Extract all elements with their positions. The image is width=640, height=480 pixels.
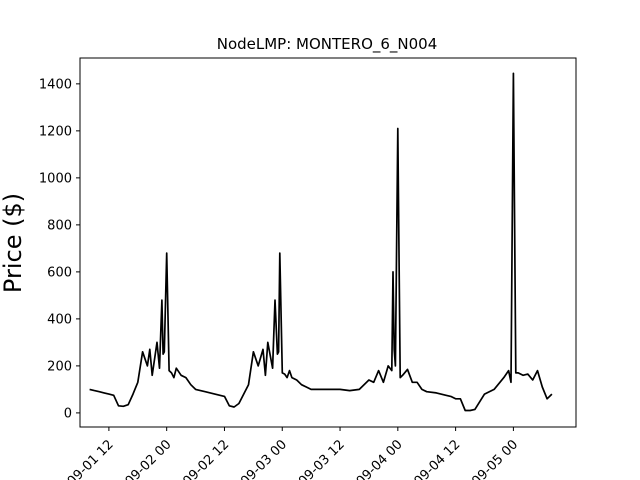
series-line-0 — [89, 72, 553, 412]
y-tick-label: 1000 — [39, 171, 72, 186]
y-tick-label: 800 — [47, 218, 72, 233]
y-tick-label: 0 — [64, 406, 72, 421]
y-tick-label: 1400 — [39, 77, 72, 92]
y-tick-label: 600 — [47, 265, 72, 280]
chart-title: NodeLMP: MONTERO_6_N004 — [217, 35, 438, 54]
plot-frame — [79, 57, 577, 428]
y-tick-label: 1200 — [39, 124, 72, 139]
x-tick-label: 2020-09-01 12 — [38, 437, 117, 480]
y-axis-label: Price ($) — [0, 193, 27, 293]
y-tick-label: 200 — [47, 359, 72, 374]
y-tick-label: 400 — [47, 312, 72, 327]
